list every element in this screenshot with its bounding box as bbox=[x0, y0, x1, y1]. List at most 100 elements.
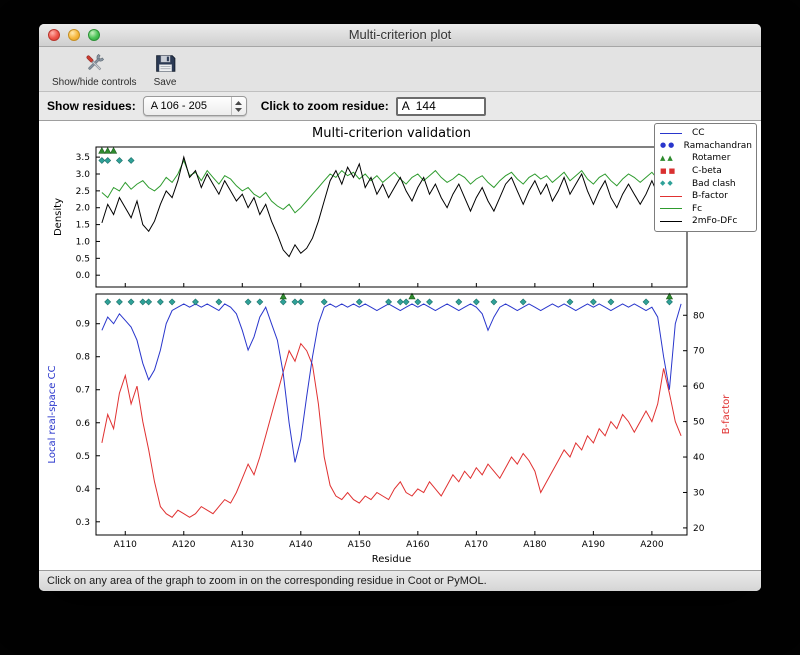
legend-entry: B-factor bbox=[660, 190, 752, 203]
bad-clash-marker bbox=[256, 298, 264, 306]
rotamer-marker bbox=[665, 292, 674, 300]
legend-entry: ●● Ramachandran bbox=[660, 140, 752, 153]
svg-text:0.4: 0.4 bbox=[76, 485, 91, 495]
bad-clash-marker bbox=[589, 298, 597, 306]
traffic-lights bbox=[48, 29, 100, 41]
svg-text:20: 20 bbox=[693, 524, 705, 534]
rotamer-marker bbox=[98, 147, 106, 154]
legend-entry: Fc bbox=[660, 203, 752, 216]
minimize-button[interactable] bbox=[68, 29, 80, 41]
rotamer-marker bbox=[104, 147, 112, 154]
bad-clash-marker bbox=[192, 298, 199, 306]
legend-label: C-beta bbox=[692, 166, 722, 177]
status-text: Click on any area of the graph to zoom i… bbox=[47, 575, 487, 587]
svg-text:3.5: 3.5 bbox=[76, 153, 90, 163]
rotamer-marker bbox=[408, 292, 416, 300]
legend-entry: ■■ C-beta bbox=[660, 165, 752, 178]
bad-clash-marker bbox=[607, 298, 615, 306]
status-bar: Click on any area of the graph to zoom i… bbox=[39, 570, 761, 591]
svg-text:3.0: 3.0 bbox=[76, 170, 91, 180]
legend-label: Bad clash bbox=[692, 178, 736, 189]
cc-axis-label: Local real-space CC bbox=[47, 365, 58, 463]
legend-entry: CC bbox=[660, 127, 752, 140]
legend-line-glyph bbox=[660, 208, 682, 210]
close-button[interactable] bbox=[48, 29, 60, 41]
svg-text:80: 80 bbox=[693, 311, 705, 321]
bad-clash-marker bbox=[355, 298, 363, 306]
svg-text:A170: A170 bbox=[465, 540, 489, 550]
bad-clash-marker bbox=[127, 157, 135, 164]
svg-text:A180: A180 bbox=[523, 540, 547, 550]
bad-clash-marker bbox=[455, 298, 463, 306]
svg-text:0.5: 0.5 bbox=[76, 452, 90, 462]
save-button[interactable]: Save bbox=[148, 50, 183, 89]
residue-range-dropdown[interactable]: A 106 - 205 bbox=[142, 96, 247, 116]
legend-label: B-factor bbox=[692, 191, 728, 202]
legend-marker-glyph: ◆◆ bbox=[660, 179, 675, 188]
top-axes bbox=[95, 146, 688, 288]
svg-text:A120: A120 bbox=[172, 540, 196, 550]
zoom-residue-input[interactable] bbox=[395, 96, 486, 116]
svg-text:2.0: 2.0 bbox=[76, 204, 91, 214]
series-line bbox=[101, 155, 682, 258]
svg-text:A150: A150 bbox=[348, 540, 372, 550]
stepper-arrows-icon bbox=[230, 97, 246, 115]
legend-line-glyph bbox=[660, 220, 682, 222]
bad-clash-marker bbox=[414, 298, 422, 306]
save-label: Save bbox=[153, 77, 177, 88]
svg-text:2.5: 2.5 bbox=[76, 187, 90, 197]
bad-clash-marker bbox=[115, 298, 123, 306]
controls-bar: Show residues: A 106 - 205 Click to zoom… bbox=[39, 92, 761, 121]
svg-text:A160: A160 bbox=[406, 540, 430, 550]
svg-text:A140: A140 bbox=[289, 540, 313, 550]
bad-clash-marker bbox=[104, 157, 112, 164]
bad-clash-marker bbox=[139, 298, 147, 306]
title-bar[interactable]: Multi-criterion plot bbox=[39, 24, 761, 47]
bad-clash-marker bbox=[98, 157, 106, 164]
svg-text:1.5: 1.5 bbox=[76, 221, 90, 231]
x-axis-label: Residue bbox=[372, 554, 411, 565]
bad-clash-marker bbox=[127, 298, 135, 306]
legend-label: Fc bbox=[692, 203, 703, 214]
zoom-window-button[interactable] bbox=[88, 29, 100, 41]
bad-clash-marker bbox=[426, 298, 433, 306]
legend-marker-glyph: ■■ bbox=[660, 166, 678, 175]
svg-text:0.8: 0.8 bbox=[76, 353, 91, 363]
show-residues-label: Show residues: bbox=[47, 99, 136, 113]
legend-marker-glyph: ●● bbox=[660, 141, 677, 150]
svg-text:0.9: 0.9 bbox=[76, 320, 91, 330]
bad-clash-marker bbox=[168, 298, 176, 306]
legend-label: CC bbox=[692, 128, 705, 139]
bad-clash-marker bbox=[472, 298, 480, 306]
svg-text:70: 70 bbox=[693, 347, 705, 357]
bad-clash-marker bbox=[402, 298, 410, 306]
bad-clash-marker bbox=[666, 298, 673, 306]
show-hide-controls-button[interactable]: Show/hide controls bbox=[47, 50, 142, 89]
svg-text:40: 40 bbox=[693, 453, 705, 463]
bad-clash-marker bbox=[320, 298, 328, 306]
series-line bbox=[101, 303, 682, 463]
rotamer-marker bbox=[279, 292, 287, 300]
app-window: Multi-criterion plot Show/hide controls bbox=[39, 24, 761, 591]
plot-legend: CC ●● Ramachandran ▲▲ Rotamer ■■ C-beta ◆◆ Bad c… bbox=[654, 123, 757, 232]
bad-clash-marker bbox=[244, 298, 252, 306]
residue-range-value: A 106 - 205 bbox=[150, 100, 207, 112]
bad-clash-marker bbox=[642, 298, 650, 306]
bad-clash-marker bbox=[291, 298, 299, 306]
plot-canvas[interactable]: A110 A120 A130 A140 A150 A160 A170 A180 A190 A200… bbox=[39, 121, 761, 570]
plot-figure[interactable]: A110 A120 A130 A140 A150 A160 A170 A180 A190 A200… bbox=[39, 121, 761, 570]
svg-text:A190: A190 bbox=[582, 540, 606, 550]
svg-text:0.3: 0.3 bbox=[76, 518, 90, 528]
legend-entry: 2mFo-DFc bbox=[660, 215, 752, 228]
svg-text:0.5: 0.5 bbox=[76, 254, 90, 264]
svg-text:1.0: 1.0 bbox=[76, 237, 91, 247]
legend-label: Rotamer bbox=[692, 153, 731, 164]
show-hide-controls-label: Show/hide controls bbox=[52, 77, 137, 88]
legend-label: 2mFo-DFc bbox=[692, 216, 738, 227]
bad-clash-marker bbox=[279, 298, 287, 306]
bad-clash-marker bbox=[215, 298, 223, 306]
bad-clash-marker bbox=[156, 298, 164, 306]
toolbar: Show/hide controls Save bbox=[39, 47, 761, 92]
bad-clash-marker bbox=[104, 298, 112, 306]
bad-clash-marker bbox=[145, 298, 153, 306]
